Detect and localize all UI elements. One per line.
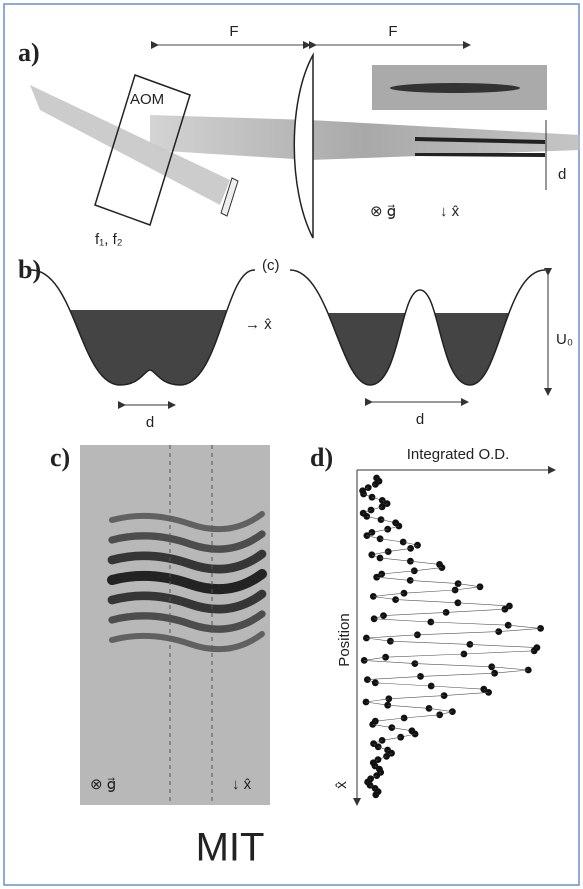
profile-dot bbox=[426, 705, 433, 712]
profile-dot bbox=[360, 491, 367, 498]
panel-label: a) bbox=[18, 38, 40, 67]
axis-label: ↓ x̂ bbox=[232, 776, 252, 793]
profile-dot bbox=[379, 503, 386, 510]
profile-line bbox=[388, 705, 429, 708]
profile-line bbox=[373, 593, 404, 596]
profile-line bbox=[380, 558, 410, 561]
panel-label: c) bbox=[50, 443, 70, 472]
profile-dot bbox=[368, 507, 375, 514]
profile-line bbox=[464, 651, 534, 654]
profile-line bbox=[417, 632, 498, 635]
profile-line bbox=[390, 641, 469, 644]
gravity-label: ⊗ g⃗ bbox=[370, 203, 396, 220]
profile-dot bbox=[449, 708, 456, 715]
profile-line bbox=[431, 686, 484, 689]
spacing-label: d bbox=[146, 414, 154, 431]
aom-label: AOM bbox=[130, 91, 164, 108]
figure: a) F F AOM f₁, f₂ d ⊗ g⃗ ↓ x̂ b) (c) → x… bbox=[0, 0, 583, 889]
axis-label: ↓ x̂ bbox=[440, 203, 460, 220]
profile-line bbox=[470, 644, 537, 647]
profile-line bbox=[495, 670, 529, 673]
profile-line bbox=[374, 619, 431, 622]
panel-label: d) bbox=[310, 443, 333, 472]
profile-line bbox=[364, 660, 415, 663]
profile-line bbox=[508, 625, 540, 628]
profile-line bbox=[388, 548, 410, 551]
profile-line bbox=[415, 664, 492, 667]
axis-label: x̂ bbox=[333, 781, 350, 789]
axis-label: → x̂ bbox=[245, 316, 272, 333]
spacing-label: d bbox=[558, 166, 566, 183]
profile-line bbox=[380, 539, 403, 542]
lens bbox=[294, 55, 313, 238]
cloud bbox=[390, 83, 520, 93]
profile-line bbox=[404, 715, 440, 718]
y-axis-label: Position bbox=[336, 613, 353, 666]
gravity-label: ⊗ g⃗ bbox=[90, 776, 116, 793]
profile-line bbox=[404, 590, 455, 593]
footer: MIT bbox=[196, 826, 265, 870]
profile-line bbox=[366, 638, 390, 641]
depth-label: U₀ bbox=[556, 331, 573, 348]
profile-line bbox=[410, 561, 439, 564]
profile-line bbox=[367, 676, 420, 679]
frequency-label: f₁, f₂ bbox=[95, 231, 123, 248]
profile-line bbox=[458, 603, 510, 606]
profile-dot bbox=[372, 791, 379, 798]
profile-dot bbox=[364, 532, 371, 539]
profile-line bbox=[429, 708, 452, 711]
profile-line bbox=[492, 667, 529, 670]
profile-line bbox=[375, 683, 431, 686]
profile-line bbox=[386, 654, 464, 657]
profile-dot bbox=[396, 523, 403, 530]
profile-line bbox=[421, 673, 495, 676]
profile-line bbox=[431, 622, 508, 625]
profile-line bbox=[366, 635, 417, 638]
profile-line bbox=[377, 577, 410, 580]
profile-dot bbox=[388, 724, 395, 731]
profile-line bbox=[366, 699, 389, 702]
profile bbox=[359, 475, 544, 799]
profile-line bbox=[396, 600, 458, 603]
profile-line bbox=[499, 628, 541, 631]
profile-line bbox=[444, 692, 488, 695]
profile-dot bbox=[407, 545, 414, 552]
profile-dot bbox=[364, 676, 371, 683]
page: {"panels": { "a": {"label": "a)", "focal… bbox=[0, 0, 583, 889]
profile-line bbox=[383, 612, 446, 615]
spacing-label: d bbox=[416, 411, 424, 428]
focal-label: F bbox=[388, 23, 397, 40]
profile-dot bbox=[363, 513, 370, 520]
profile-line bbox=[375, 718, 404, 721]
profile-line bbox=[389, 696, 444, 699]
inset-label: (c) bbox=[262, 257, 280, 274]
profile-dot bbox=[368, 551, 375, 558]
potential bbox=[290, 270, 545, 385]
profile-line bbox=[455, 587, 480, 590]
focal-label: F bbox=[229, 23, 238, 40]
profile-line bbox=[446, 609, 505, 612]
profile-line bbox=[410, 580, 458, 583]
profile-line bbox=[414, 568, 442, 571]
profile-line bbox=[382, 571, 415, 574]
beam-spot bbox=[415, 153, 545, 157]
x-axis-label: Integrated O.D. bbox=[407, 446, 510, 463]
panel-label: b) bbox=[18, 255, 41, 284]
profile-dot bbox=[380, 612, 387, 619]
well-fill bbox=[290, 270, 545, 385]
profile-dot bbox=[397, 734, 404, 741]
